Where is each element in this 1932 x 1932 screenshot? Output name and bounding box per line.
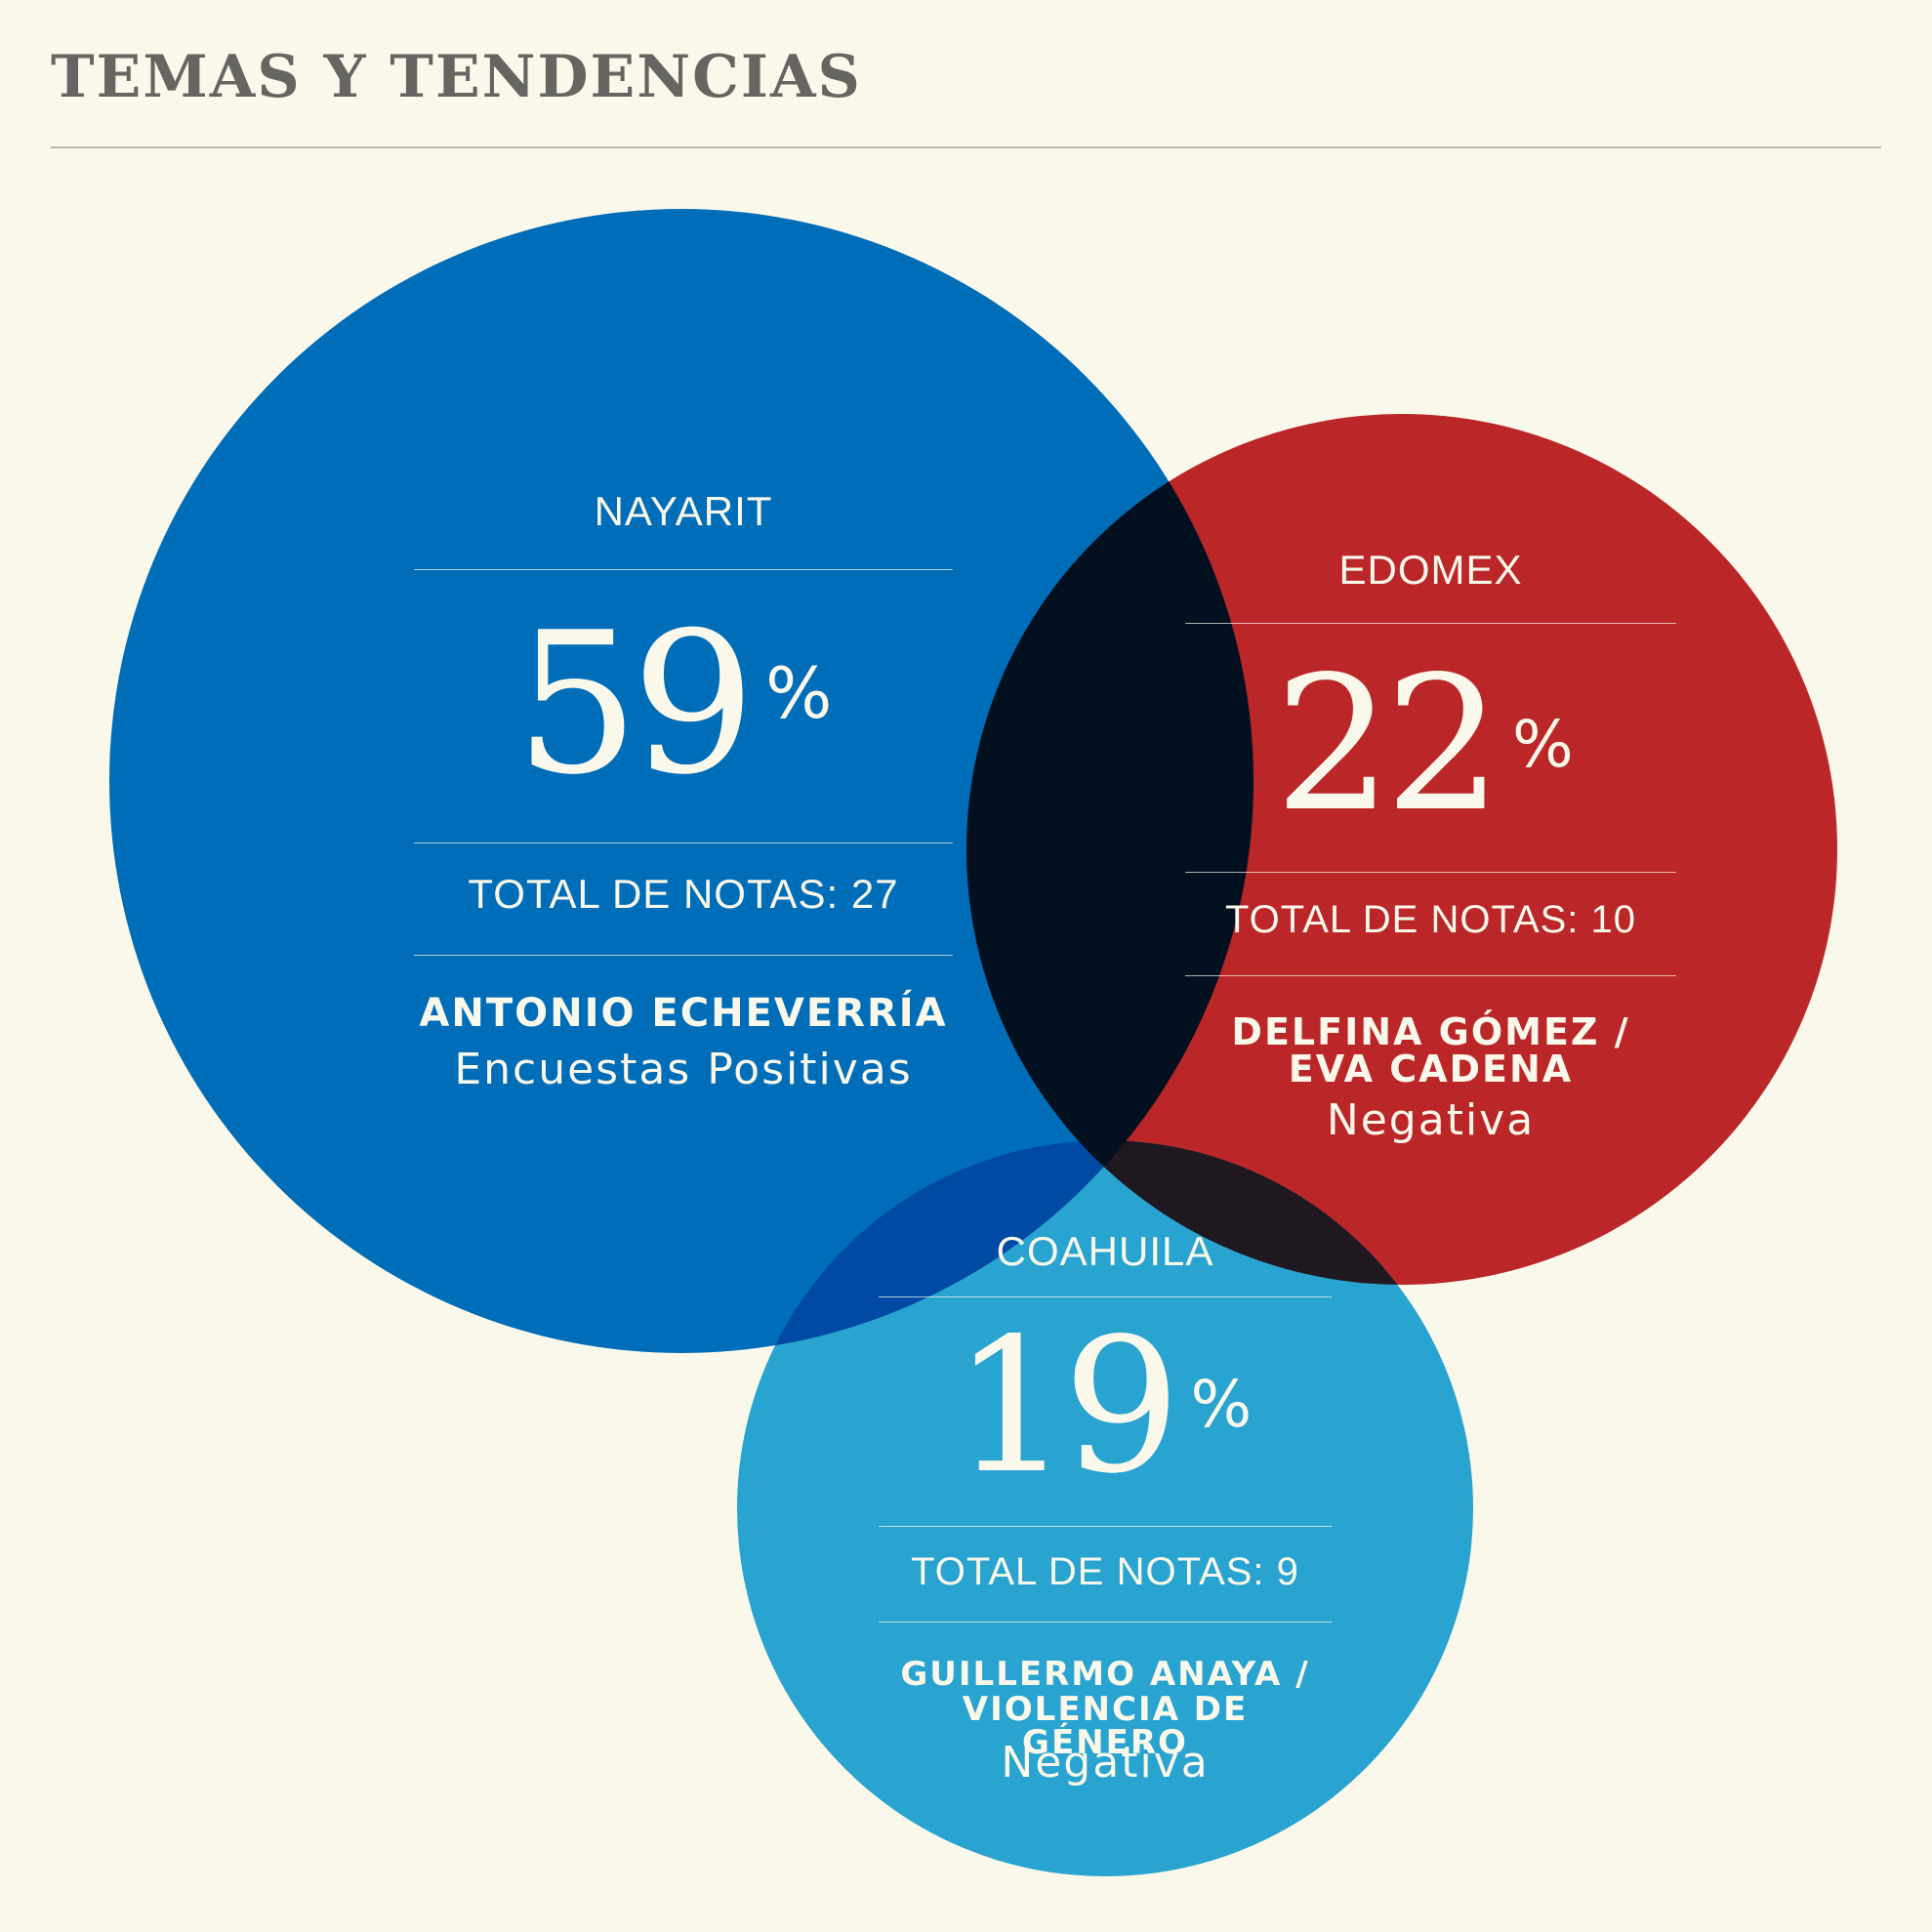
region-label-coahuila: COAHUILA	[996, 1228, 1214, 1274]
divider	[879, 1622, 1332, 1623]
percent-coahuila: 19%	[873, 1314, 1332, 1500]
sentiment-edomex: Negativa	[1326, 1095, 1536, 1145]
subject-nayarit: ANTONIO ECHEVERRÍA	[419, 991, 948, 1036]
total-notes-edomex: TOTAL DE NOTAS: 10	[1224, 898, 1637, 941]
subject-coahuila-line1: GUILLERMO ANAYA /	[900, 1655, 1310, 1694]
divider	[879, 1296, 1332, 1297]
panel-coahuila: COAHUILA 19% TOTAL DE NOTAS: 9 GUILLERMO…	[879, 1228, 1332, 1794]
subject-edomex-line2: EVA CADENA	[1288, 1048, 1574, 1090]
divider	[414, 955, 953, 956]
percent-sign: %	[765, 652, 833, 734]
page-title: TEMAS Y TENDENCIAS	[51, 43, 862, 111]
region-label-edomex: EDOMEX	[1338, 547, 1523, 593]
divider	[879, 1526, 1332, 1527]
subject-coahuila-line2: VIOLENCIA DE GÉNERO	[962, 1690, 1249, 1762]
divider	[1185, 975, 1676, 976]
percent-value: 22	[1274, 637, 1502, 852]
divider	[1185, 623, 1676, 624]
total-notes-nayarit: TOTAL DE NOTAS: 27	[468, 871, 899, 917]
circle-nayarit	[109, 209, 1254, 1353]
panel-nayarit: NAYARIT 59% TOTAL DE NOTAS: 27 ANTONIO E…	[414, 488, 953, 1094]
panel-edomex: EDOMEX 22% TOTAL DE NOTAS: 10 DELFINA GÓ…	[1185, 547, 1676, 1152]
sentiment-coahuila: Negativa	[1001, 1738, 1210, 1788]
divider	[414, 569, 953, 570]
sentiment-nayarit: Encuestas Positivas	[454, 1045, 913, 1094]
title-divider	[51, 146, 1881, 148]
percent-sign: %	[1512, 707, 1574, 782]
percent-value: 19	[952, 1298, 1181, 1514]
percent-edomex: 22%	[1172, 652, 1676, 838]
divider	[1185, 872, 1676, 873]
total-notes-coahuila: TOTAL DE NOTAS: 9	[911, 1550, 1299, 1593]
circle-coahuila	[737, 1140, 1473, 1876]
percent-value: 59	[514, 591, 756, 818]
subject-edomex-line1: DELFINA GÓMEZ /	[1231, 1010, 1630, 1053]
region-label-nayarit: NAYARIT	[594, 488, 773, 534]
percent-sign: %	[1190, 1367, 1253, 1442]
percent-nayarit: 59%	[394, 607, 953, 802]
